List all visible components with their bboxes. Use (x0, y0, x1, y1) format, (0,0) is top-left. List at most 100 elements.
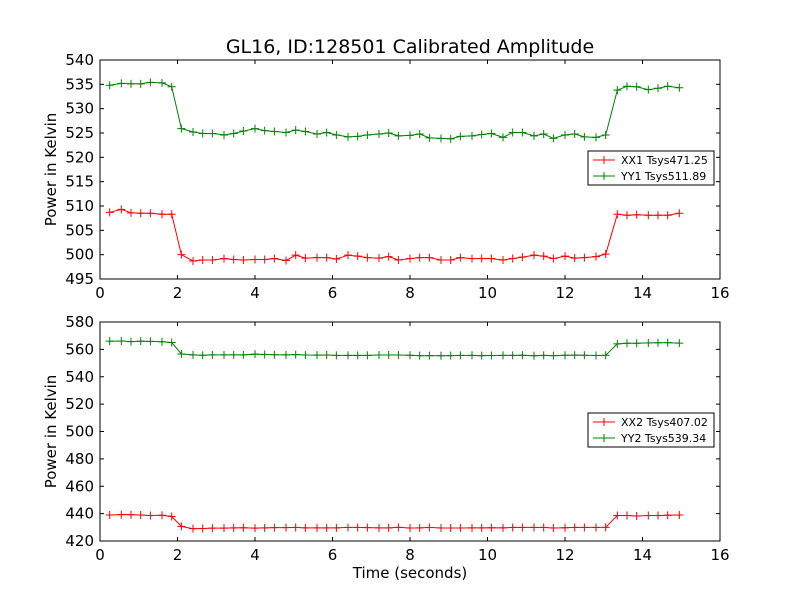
data-point (499, 351, 507, 360)
x-tick-label: 16 (710, 546, 729, 564)
series-1 (105, 510, 684, 533)
legend-swatch-marker (600, 156, 608, 164)
data-point (189, 524, 197, 533)
data-point (530, 523, 538, 532)
data-point (613, 86, 622, 95)
y-axis-label: Power in Kelvin (42, 113, 60, 227)
data-point (301, 127, 310, 136)
legend-label: YY2 Tsys539.34 (620, 432, 706, 445)
series-line (109, 340, 680, 357)
data-point (632, 82, 641, 91)
data-point (158, 78, 166, 87)
data-point (384, 252, 393, 261)
data-point (508, 128, 517, 137)
data-point (208, 256, 217, 265)
data-point (105, 337, 114, 346)
data-point (561, 130, 569, 139)
data-point (167, 512, 176, 521)
data-point (260, 126, 269, 135)
data-point (539, 129, 548, 138)
data-point (177, 522, 186, 531)
data-point (601, 250, 610, 259)
data-point (384, 523, 393, 532)
data-point (487, 523, 496, 532)
data-point (663, 511, 672, 520)
y-tick-label: 510 (65, 197, 94, 215)
data-point (270, 350, 279, 359)
data-point (146, 78, 155, 87)
data-point (675, 83, 684, 92)
y-tick-label: 495 (65, 270, 94, 288)
data-point (601, 523, 610, 532)
data-point (477, 130, 486, 139)
data-point (198, 524, 207, 533)
data-point (675, 510, 684, 519)
data-point (592, 252, 600, 261)
data-point (301, 350, 310, 359)
data-point (291, 350, 300, 359)
data-point (663, 338, 672, 347)
data-point (239, 256, 248, 265)
data-point (446, 256, 455, 265)
data-point (570, 523, 579, 532)
data-point (282, 523, 290, 532)
data-point (632, 511, 641, 520)
data-point (623, 82, 631, 91)
data-point (394, 131, 403, 140)
data-point (487, 351, 496, 360)
data-point (189, 256, 197, 265)
data-point (167, 338, 176, 347)
data-point (260, 350, 269, 359)
data-point (415, 351, 424, 360)
y-tick-label: 460 (65, 477, 94, 495)
data-point (394, 256, 403, 265)
data-point (105, 510, 114, 519)
x-tick-label: 0 (95, 284, 105, 302)
data-point (127, 208, 135, 217)
data-point (592, 523, 600, 532)
legend-swatch-marker (600, 434, 608, 442)
data-point (344, 523, 352, 532)
data-point (518, 351, 527, 360)
data-point (208, 524, 217, 533)
x-tick-label: 6 (328, 284, 338, 302)
data-point (198, 256, 207, 265)
data-point (437, 351, 445, 360)
data-point (468, 254, 476, 263)
data-point (394, 523, 403, 532)
data-point (105, 81, 114, 90)
x-tick-label: 12 (555, 546, 574, 564)
data-point (415, 129, 424, 138)
data-point (425, 133, 434, 142)
data-point (301, 254, 310, 263)
data-point (561, 351, 569, 360)
x-tick-label: 2 (173, 546, 183, 564)
data-point (561, 252, 569, 261)
data-point (198, 129, 207, 138)
data-point (644, 85, 653, 94)
data-point (446, 134, 455, 143)
data-point (654, 338, 662, 347)
data-point (437, 134, 445, 143)
legend-swatch-marker (600, 418, 608, 426)
data-point (477, 523, 486, 532)
data-point (425, 523, 434, 532)
data-point (363, 523, 372, 532)
data-point (117, 337, 126, 346)
y-tick-label: 480 (65, 450, 94, 468)
data-point (282, 350, 290, 359)
data-point (270, 523, 279, 532)
y-tick-label: 560 (65, 340, 94, 358)
data-point (384, 129, 393, 137)
data-point (313, 523, 321, 532)
data-point (394, 350, 403, 359)
data-point (322, 350, 331, 359)
data-point (518, 128, 527, 137)
data-point (220, 350, 228, 359)
data-point (117, 205, 126, 214)
data-point (570, 254, 579, 263)
data-point (177, 350, 186, 359)
y-tick-label: 580 (65, 313, 94, 331)
data-point (663, 82, 672, 91)
